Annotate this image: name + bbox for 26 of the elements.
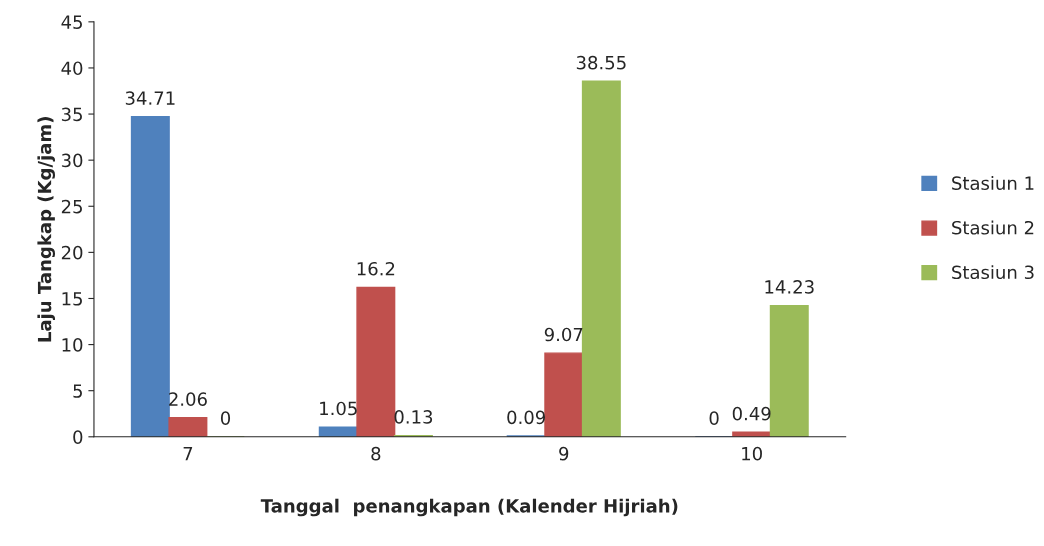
y-tick-label: 5 (73, 384, 82, 398)
y-tick-label: 45 (61, 15, 82, 29)
legend-label: Stasiun 2 (952, 220, 1034, 235)
x-tick-label: 7 (183, 447, 193, 461)
y-tick-label: 40 (61, 61, 83, 76)
y-tick-label: 20 (61, 245, 83, 260)
data-label: 34.71 (125, 91, 175, 105)
x-tick-label: 10 (742, 446, 762, 461)
data-label: 14.23 (765, 280, 814, 294)
y-tick-label: 35 (61, 107, 82, 122)
y-tick-label: 10 (62, 338, 83, 352)
y-tick-label: 25 (61, 199, 82, 214)
data-label: 38.55 (576, 55, 626, 70)
x-tick-label: 8 (371, 446, 381, 461)
data-label: 16.2 (357, 261, 395, 276)
y-tick-label: 30 (61, 153, 83, 168)
y-tick-label: 15 (62, 292, 82, 306)
x-axis-title: Tanggal penangkapan (Kalender Hijriah) (260, 498, 678, 517)
legend-label: Stasiun 1 (952, 176, 1034, 190)
y-axis-title: Laju Tangkap (Kg/jam) (37, 117, 56, 342)
legend-label: Stasiun 3 (952, 265, 1034, 280)
data-label: 0 (220, 411, 231, 425)
data-label: 0 (709, 411, 719, 425)
data-label: 1.05 (320, 401, 357, 416)
x-tick-label: 9 (559, 446, 569, 461)
y-tick-label: 0 (73, 430, 83, 444)
